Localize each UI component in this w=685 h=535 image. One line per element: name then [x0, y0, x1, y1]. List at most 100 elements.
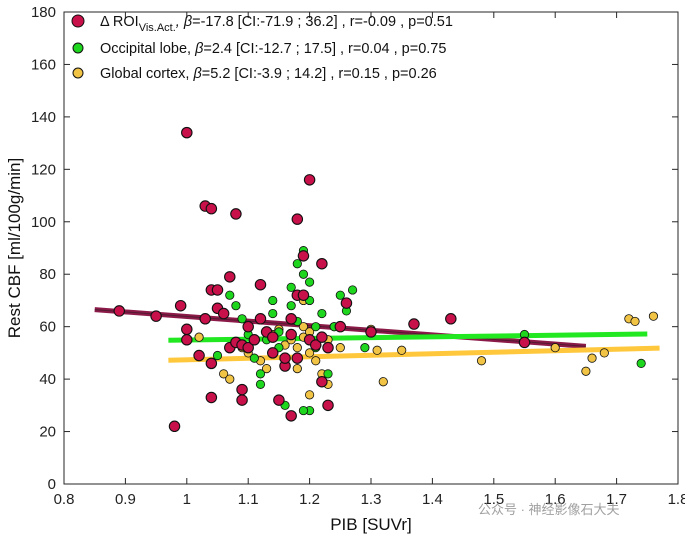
point-global-cortex: [298, 322, 309, 332]
point-occipital-lobe: [298, 405, 309, 416]
legend-series-name: Occipital lobe,: [100, 41, 191, 57]
point-roi-vis-act: [217, 307, 230, 320]
legend-stats: =5.2 [CI:-3.9 ; 14.2] , r=0.15 , p=0.26: [202, 66, 437, 82]
point-roi-vis-act: [408, 318, 420, 330]
axis-titles: PIB [SUVr] Rest CBF [ml/100g/min] 公众号 · 神经…: [5, 158, 620, 534]
point-global-cortex: [599, 348, 609, 358]
point-occipital-lobe: [249, 353, 259, 363]
x-tick-label: 0.8: [54, 491, 75, 508]
point-roi-vis-act: [334, 320, 347, 333]
legend-marker: [71, 14, 85, 28]
legend-stats: =2.4 [CI:-12.7 ; 17.5] , r=0.04 , p=0.75: [203, 41, 446, 57]
point-roi-vis-act: [322, 341, 334, 354]
x-axis-title: PIB [SUVr]: [330, 515, 412, 534]
point-roi-vis-act: [365, 326, 377, 338]
point-occipital-lobe: [268, 308, 278, 319]
point-roi-vis-act: [150, 310, 162, 322]
y-tick-label: 180: [31, 4, 56, 21]
point-global-cortex: [219, 369, 229, 379]
point-roi-vis-act: [236, 383, 248, 396]
point-roi-vis-act: [236, 394, 248, 406]
point-roi-vis-act: [303, 174, 316, 186]
point-roi-vis-act: [211, 284, 224, 296]
x-tick-label: 1.4: [422, 491, 443, 508]
legend-marker: [72, 42, 84, 54]
legend-entry: Occipital lobe, β=2.4 [CI:-12.7 ; 17.5] ,…: [100, 41, 446, 57]
point-roi-vis-act: [181, 126, 193, 139]
point-roi-vis-act: [291, 213, 304, 225]
point-roi-vis-act: [316, 331, 328, 343]
point-roi-vis-act: [205, 391, 218, 404]
point-roi-vis-act: [267, 347, 279, 359]
point-global-cortex: [397, 345, 407, 355]
point-roi-vis-act: [267, 331, 279, 343]
point-roi-vis-act: [168, 420, 181, 433]
point-occipital-lobe: [636, 358, 646, 368]
x-tick-label: 1.2: [299, 491, 320, 508]
x-tick-label: 1.8: [668, 491, 685, 508]
point-occipital-lobe: [231, 301, 241, 311]
point-occipital-lobe: [212, 350, 223, 361]
legend-stats: =-17.8 [CI:-71.9 ; 36.2] , r=-0.09 , p=0…: [192, 14, 453, 30]
point-roi-vis-act: [205, 357, 218, 370]
legend-marker: [72, 67, 84, 79]
y-tick-label: 160: [31, 56, 56, 73]
point-global-cortex: [262, 364, 272, 374]
legend-beta-symbol: , β: [176, 14, 192, 30]
x-tick-label: 1.1: [238, 491, 259, 508]
point-global-cortex: [335, 343, 345, 353]
y-tick-label: 100: [31, 214, 56, 231]
point-occipital-lobe: [360, 343, 370, 353]
point-global-cortex: [292, 343, 302, 353]
point-roi-vis-act: [181, 334, 193, 346]
point-roi-vis-act: [316, 257, 328, 270]
point-global-cortex: [378, 377, 388, 387]
point-occipital-lobe: [237, 314, 247, 324]
fit-line-occipital-lobe: [168, 331, 648, 343]
point-roi-vis-act: [205, 202, 218, 215]
point-occipital-lobe: [317, 308, 327, 319]
x-tick-label: 1.7: [606, 491, 627, 508]
y-tick-label: 140: [31, 109, 56, 126]
data-points: [113, 126, 659, 433]
legend-series-name: Δ ROI: [100, 14, 139, 30]
point-occipital-lobe: [255, 379, 266, 389]
point-roi-vis-act: [224, 271, 236, 283]
y-tick-label: 40: [39, 371, 56, 388]
plot-frame: [63, 11, 679, 485]
y-tick-label: 20: [39, 424, 56, 441]
point-roi-vis-act: [279, 352, 291, 364]
point-roi-vis-act: [273, 394, 285, 406]
point-occipital-lobe: [311, 322, 321, 332]
y-tick-label: 0: [48, 476, 56, 493]
point-occipital-lobe: [323, 369, 333, 379]
watermark-text: 公众号 · 神经影像石大夫: [478, 502, 620, 517]
point-roi-vis-act: [445, 313, 457, 325]
point-roi-vis-act: [230, 208, 242, 220]
point-roi-vis-act: [113, 305, 126, 317]
point-global-cortex: [587, 353, 597, 363]
point-roi-vis-act: [285, 313, 297, 325]
point-occipital-lobe: [304, 277, 315, 287]
point-global-cortex: [630, 316, 640, 327]
point-occipital-lobe: [347, 285, 358, 295]
point-roi-vis-act: [254, 278, 267, 291]
point-roi-vis-act: [242, 341, 254, 354]
point-roi-vis-act: [309, 339, 322, 351]
y-axis-title: Rest CBF [ml/100g/min]: [5, 158, 24, 338]
x-tick-label: 1.5: [483, 491, 504, 508]
point-global-cortex: [372, 345, 382, 355]
point-global-cortex: [292, 364, 302, 374]
legend-series-name: Global cortex,: [100, 66, 189, 82]
point-occipital-lobe: [255, 369, 266, 379]
point-occipital-lobe: [268, 295, 278, 306]
point-global-cortex: [550, 343, 560, 353]
legend: Δ ROIVis.Act., β=-17.8 [CI:-71.9 ; 36.2]…: [71, 14, 453, 82]
point-roi-vis-act: [181, 323, 193, 336]
y-tick-label: 60: [39, 319, 56, 336]
point-global-cortex: [311, 356, 321, 366]
point-roi-vis-act: [322, 399, 334, 412]
point-roi-vis-act: [174, 299, 187, 312]
point-occipital-lobe: [286, 301, 296, 311]
